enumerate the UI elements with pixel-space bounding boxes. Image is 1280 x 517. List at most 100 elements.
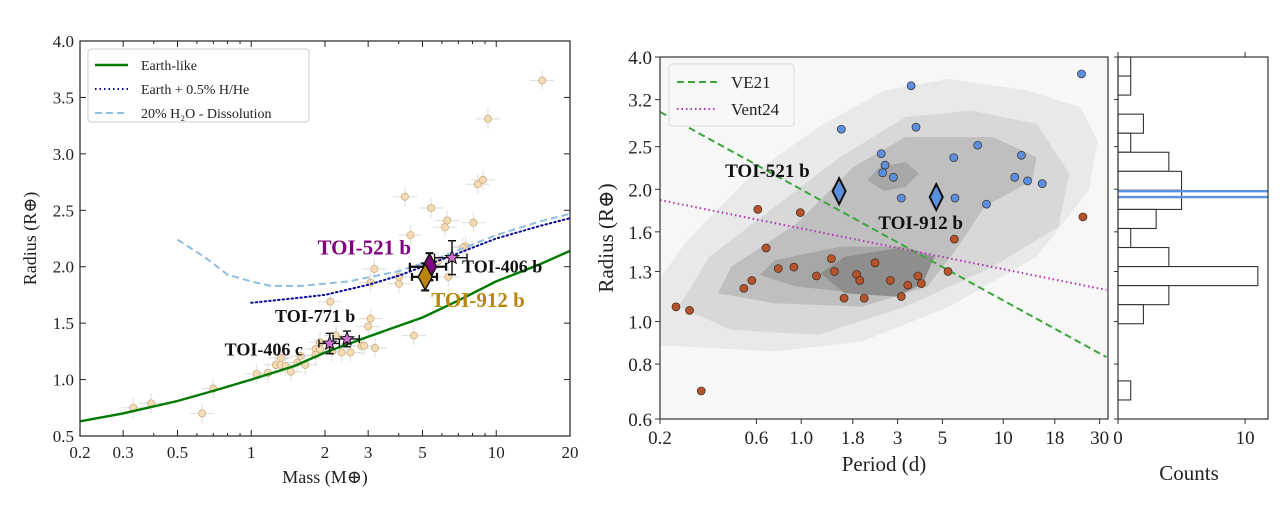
data-point bbox=[827, 254, 836, 264]
data-point bbox=[859, 293, 869, 303]
y-tick-label: 2.5 bbox=[628, 138, 652, 159]
x-tick-label: 0.2 bbox=[648, 428, 672, 449]
data-point bbox=[950, 193, 960, 203]
histogram-bar bbox=[1117, 246, 1170, 268]
planet-label: TOI-912 b bbox=[431, 288, 525, 312]
histogram-bar bbox=[1117, 285, 1170, 306]
legend: Earth-like Earth + 0.5% H/He 20% H₂O - Dis… bbox=[87, 48, 310, 123]
legend-box bbox=[87, 48, 310, 123]
star-marker bbox=[444, 249, 461, 265]
data-point bbox=[1010, 172, 1020, 182]
data-point bbox=[889, 172, 898, 182]
legend-label: VE21 bbox=[731, 73, 771, 92]
y-tick-label: 1.6 bbox=[628, 223, 652, 244]
curve-2 bbox=[176, 212, 570, 287]
x-tick-label: 0 bbox=[1113, 428, 1123, 449]
fit-line-0 bbox=[660, 111, 1107, 358]
data-point bbox=[685, 306, 694, 315]
histogram-bar bbox=[1117, 266, 1259, 287]
data-point bbox=[443, 216, 452, 225]
data-point bbox=[896, 292, 906, 301]
data-point bbox=[911, 122, 921, 132]
data-point bbox=[538, 76, 547, 85]
diamond-marker bbox=[831, 175, 847, 207]
data-point bbox=[761, 243, 771, 253]
x-tick-label: 20 bbox=[562, 443, 579, 462]
legend-label: Earth-like bbox=[141, 59, 197, 74]
y-axis-label: Radius (R⊕) bbox=[20, 192, 41, 286]
x-tick-label: 5 bbox=[938, 428, 948, 449]
y-tick-label: 4.0 bbox=[628, 48, 652, 69]
data-point bbox=[371, 344, 379, 352]
data-point bbox=[296, 351, 305, 360]
data-point bbox=[876, 149, 886, 159]
axes-frame bbox=[659, 56, 1109, 420]
data-point bbox=[943, 267, 953, 276]
data-point bbox=[671, 302, 681, 312]
x-tick-label: 10 bbox=[488, 443, 505, 462]
data-point bbox=[395, 279, 403, 288]
data-point bbox=[950, 234, 959, 244]
data-point bbox=[469, 218, 478, 227]
x-tick-label: 0.3 bbox=[113, 443, 134, 462]
histogram-bar bbox=[1117, 227, 1132, 249]
y-tick-label: 1.0 bbox=[628, 313, 652, 334]
x-tick-label: 10 bbox=[994, 428, 1013, 449]
data-point bbox=[696, 386, 706, 396]
star-marker bbox=[339, 330, 356, 346]
star-marker bbox=[321, 335, 338, 351]
legend-label: Earth + 0.5% H/He bbox=[141, 83, 249, 98]
data-point bbox=[366, 314, 375, 323]
x-tick-label: 0.2 bbox=[69, 443, 90, 462]
x-tick-label: 1.0 bbox=[789, 428, 813, 449]
data-point bbox=[1077, 69, 1086, 79]
data-point bbox=[401, 192, 409, 201]
y-tick-label: 1.3 bbox=[628, 262, 652, 283]
data-point bbox=[316, 338, 325, 347]
data-point bbox=[903, 280, 913, 290]
x-tick-label: 3 bbox=[893, 428, 903, 449]
histogram-bar bbox=[1117, 380, 1132, 401]
y-tick-label: 0.5 bbox=[53, 427, 74, 446]
x-axis-label: Period (d) bbox=[842, 452, 927, 476]
x-tick-label: 1 bbox=[247, 443, 256, 462]
legend-label: Vent24 bbox=[731, 100, 780, 119]
histogram-bar bbox=[1117, 170, 1183, 191]
x-tick-label: 1.8 bbox=[841, 428, 865, 449]
data-point bbox=[878, 168, 888, 178]
histogram-bar bbox=[1117, 56, 1132, 77]
x-tick-label: 3 bbox=[364, 443, 373, 462]
x-tick-label: 10 bbox=[1236, 428, 1255, 449]
y-tick-label: 1.5 bbox=[53, 314, 74, 333]
x-tick-label: 0.5 bbox=[167, 443, 188, 462]
planet-label: TOI-912 b bbox=[878, 213, 963, 234]
data-point bbox=[949, 153, 959, 163]
histogram-bar bbox=[1117, 208, 1157, 230]
fit-line-1 bbox=[660, 199, 1107, 291]
planet-label: TOI-406 b bbox=[462, 257, 542, 277]
curve-0 bbox=[80, 249, 570, 423]
data-point bbox=[346, 348, 355, 357]
data-point bbox=[906, 81, 916, 91]
data-point bbox=[427, 204, 436, 212]
data-point bbox=[982, 199, 991, 209]
data-point bbox=[747, 276, 757, 285]
data-point bbox=[198, 409, 207, 418]
plot-area bbox=[80, 70, 570, 424]
x-tick-label: 30 bbox=[1090, 428, 1109, 449]
data-point bbox=[473, 180, 482, 189]
planet-label: TOI-406 c bbox=[225, 339, 303, 359]
mass-radius-chart: TOI-521 b TOI-912 b TOI-406 b TOI-771 b TOI-… bbox=[20, 32, 579, 488]
data-point bbox=[409, 331, 418, 340]
axes-frame bbox=[1117, 56, 1269, 420]
histogram-bar bbox=[1117, 304, 1144, 325]
data-point bbox=[1023, 176, 1032, 186]
y-tick-label: 0.6 bbox=[628, 410, 652, 431]
y-tick-label: 3.5 bbox=[53, 88, 74, 107]
histogram-bar bbox=[1117, 151, 1170, 172]
data-point bbox=[870, 258, 880, 268]
data-point bbox=[360, 341, 369, 350]
data-point bbox=[880, 160, 890, 170]
